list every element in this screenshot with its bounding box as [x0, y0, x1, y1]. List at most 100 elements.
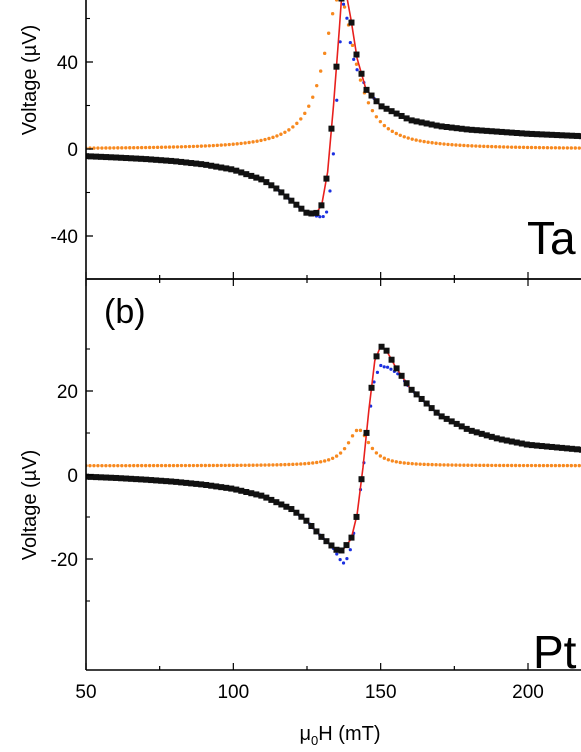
symmetric-component-point — [219, 463, 223, 468]
measured-point — [138, 476, 145, 483]
symmetric-component-point — [183, 463, 188, 468]
symmetric-component-point — [482, 463, 486, 468]
symmetric-component-point — [541, 145, 546, 150]
symmetric-component-point — [478, 144, 482, 148]
measured-point — [428, 405, 435, 412]
symmetric-component-point — [215, 463, 219, 468]
measured-point — [163, 478, 170, 485]
symmetric-component-point — [454, 143, 458, 147]
symmetric-component-point — [501, 463, 506, 468]
measured-point — [293, 201, 300, 208]
measured-point — [463, 425, 470, 432]
symmetric-component-point — [147, 463, 152, 468]
symmetric-component-point — [509, 463, 514, 468]
symmetric-component-point — [124, 463, 128, 468]
symmetric-component-point — [529, 145, 534, 150]
measured-point — [418, 395, 425, 402]
measured-point — [398, 112, 405, 119]
measured-point — [198, 161, 205, 168]
symmetric-component-point — [326, 458, 331, 462]
measured-point — [103, 474, 110, 481]
measured-point — [393, 110, 400, 117]
symmetric-component-point — [255, 139, 259, 143]
symmetric-component-point — [462, 463, 466, 467]
symmetric-component-point — [299, 117, 303, 121]
symmetric-component-point — [434, 463, 438, 467]
measured-point — [223, 484, 230, 491]
measured-point — [128, 155, 135, 162]
measured-point — [283, 503, 290, 510]
symmetric-component-point — [239, 141, 243, 146]
measured-point — [408, 117, 415, 124]
symmetric-component-point — [267, 463, 271, 467]
symmetric-component-point — [104, 463, 108, 468]
measured-point — [273, 499, 280, 506]
measured-point — [123, 475, 130, 482]
measured-point — [233, 167, 240, 174]
measured-point — [353, 513, 360, 520]
measured-point — [413, 118, 420, 125]
symmetric-component-point — [287, 128, 291, 132]
measured-point — [443, 124, 450, 130]
measured-point — [228, 166, 235, 173]
symmetric-component-point — [112, 146, 116, 150]
symmetric-component-point — [521, 463, 526, 468]
symmetric-component-point — [159, 145, 164, 149]
measured-point — [568, 445, 575, 452]
symmetric-component-point — [255, 463, 259, 467]
measured-point — [378, 343, 385, 350]
symmetric-component-point — [303, 111, 307, 116]
symmetric-component-point — [227, 142, 231, 147]
symmetric-component-point — [239, 463, 243, 468]
symmetric-component-point — [100, 463, 104, 468]
symmetric-component-point — [227, 463, 231, 468]
measured-point — [253, 174, 260, 181]
symmetric-component-point — [370, 446, 375, 451]
symmetric-component-point — [386, 127, 391, 131]
panel-b-sample-label: Pt — [533, 626, 577, 678]
antisymmetric-component-point — [331, 152, 335, 156]
symmetric-component-point — [398, 133, 402, 137]
measured-point — [263, 179, 270, 186]
symmetric-component-point — [128, 463, 132, 468]
measured-point — [438, 413, 445, 420]
symmetric-component-point — [92, 146, 96, 150]
symmetric-component-point — [207, 144, 212, 148]
symmetric-component-point — [414, 138, 418, 142]
measured-point — [86, 153, 89, 160]
symmetric-component-point — [406, 461, 410, 466]
measured-point — [423, 400, 430, 407]
measured-point — [328, 542, 335, 549]
measured-point — [178, 158, 185, 165]
measured-point — [373, 353, 380, 360]
measured-point — [213, 163, 220, 170]
y-tick-label: -40 — [51, 227, 78, 248]
antisymmetric-component-point — [328, 189, 332, 193]
measured-point — [113, 474, 120, 481]
symmetric-component-point — [382, 123, 387, 128]
symmetric-component-point — [143, 145, 148, 150]
measured-point — [458, 125, 465, 132]
symmetric-component-point — [549, 146, 554, 150]
y-tick-label: 0 — [67, 466, 78, 487]
panel-a-sample-label: Ta — [527, 212, 576, 264]
symmetric-component-point — [577, 463, 581, 468]
symmetric-component-point — [390, 129, 395, 134]
symmetric-component-point — [410, 461, 414, 466]
symmetric-component-point — [203, 463, 208, 468]
symmetric-component-point — [545, 463, 550, 468]
measured-point — [198, 481, 205, 488]
measured-point — [463, 126, 470, 133]
measured-point — [173, 478, 180, 485]
symmetric-component-point — [498, 463, 502, 468]
measured-point — [513, 129, 520, 136]
panel-b-label: (b) — [104, 293, 146, 331]
symmetric-component-point — [569, 146, 574, 150]
measured-point — [208, 482, 215, 489]
measured-point — [443, 415, 450, 422]
symmetric-component-point — [561, 463, 566, 468]
symmetric-component-point — [322, 459, 327, 463]
symmetric-component-point — [410, 137, 414, 141]
measured-point — [243, 171, 250, 178]
measured-point — [493, 128, 500, 135]
